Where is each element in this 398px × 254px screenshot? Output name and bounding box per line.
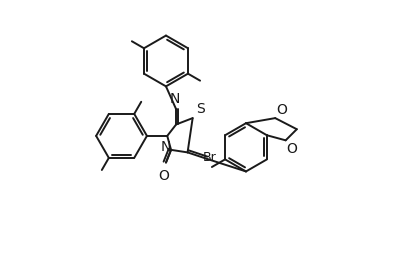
Text: Br: Br	[203, 151, 216, 164]
Text: O: O	[158, 169, 170, 183]
Text: N: N	[161, 140, 171, 154]
Text: O: O	[287, 142, 297, 156]
Text: N: N	[170, 92, 180, 106]
Text: O: O	[276, 103, 287, 117]
Text: S: S	[196, 102, 205, 116]
